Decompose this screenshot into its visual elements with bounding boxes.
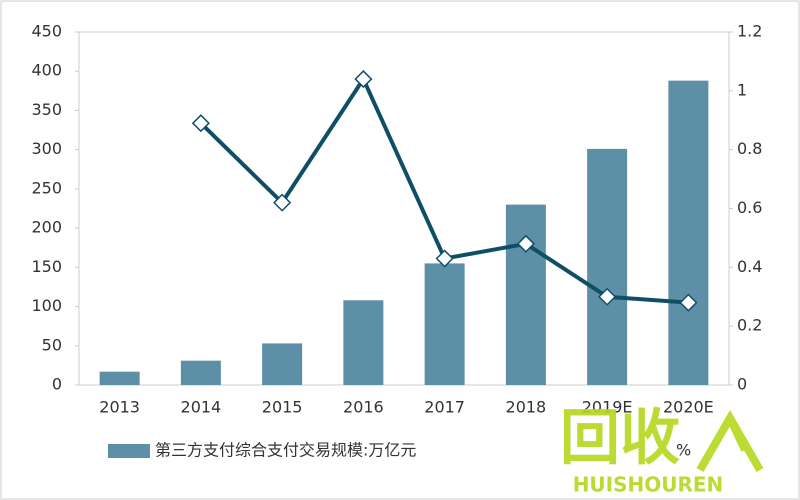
y2-tick-label: 0.4: [737, 257, 762, 276]
x-tick-label: 2016: [343, 398, 384, 417]
y2-tick-label: 1: [737, 80, 747, 99]
watermark-mark: 回收: [560, 404, 680, 474]
bar: [424, 263, 465, 385]
x-tick-label: 2020E: [663, 398, 714, 417]
y2-tick-label: 1.2: [737, 22, 762, 41]
y-tick-label: 50: [42, 335, 62, 354]
y-tick-label: 100: [31, 296, 62, 315]
bar: [99, 371, 140, 385]
x-tick-label: 2013: [99, 398, 140, 417]
y-tick-label: 0: [52, 375, 62, 394]
watermark-suffix: %: [676, 441, 691, 460]
watermark-icon: [696, 409, 764, 472]
bar: [262, 343, 303, 385]
line-marker: [679, 293, 698, 312]
bar: [668, 80, 709, 385]
line-marker: [273, 193, 292, 212]
y-tick-label: 200: [31, 218, 62, 237]
line-marker: [598, 287, 617, 306]
line-marker: [516, 234, 535, 253]
legend-swatch: [108, 444, 150, 458]
y-tick-label: 450: [31, 22, 62, 41]
y-tick-label: 350: [31, 100, 62, 119]
x-tick-label: 2015: [262, 398, 303, 417]
y2-tick-label: 0.6: [737, 198, 762, 217]
y-tick-label: 300: [31, 139, 62, 158]
y2-tick-label: 0: [737, 375, 747, 394]
x-tick-label: 2018: [506, 398, 547, 417]
y2-tick-label: 0.2: [737, 316, 762, 335]
bar: [505, 204, 546, 385]
watermark-text: HUISHOUREN: [573, 473, 724, 497]
bar: [180, 360, 221, 385]
line-marker: [435, 249, 454, 268]
x-tick-label: 2014: [181, 398, 222, 417]
y-tick-label: 150: [31, 257, 62, 276]
y-tick-label: 400: [31, 61, 62, 80]
y2-tick-label: 0.8: [737, 139, 762, 158]
x-tick-label: 2019E: [582, 398, 633, 417]
plot-frame: [78, 31, 730, 386]
bar: [343, 300, 384, 385]
x-tick-label: 2017: [424, 398, 465, 417]
line-marker: [354, 70, 373, 89]
legend-label: 第三方支付综合支付交易规模:万亿元: [155, 441, 416, 460]
y-tick-label: 250: [31, 178, 62, 197]
bar: [587, 148, 628, 385]
line-marker: [191, 114, 210, 133]
